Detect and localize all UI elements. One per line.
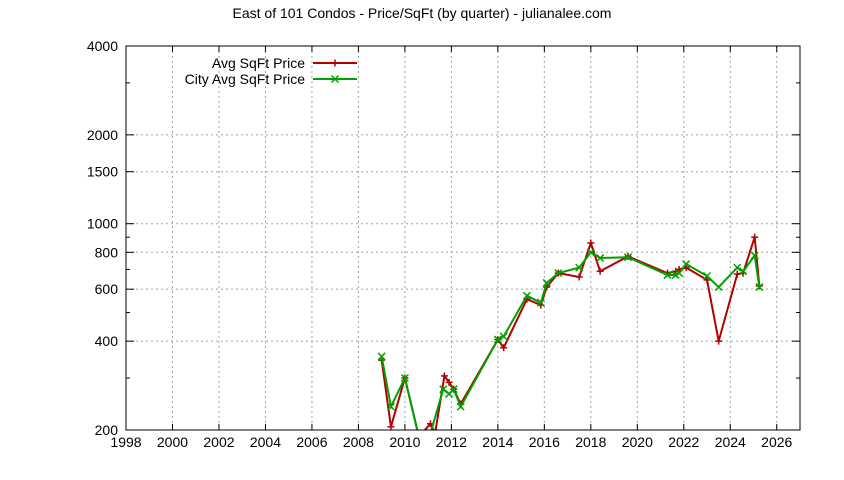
avg-sqft-price-point [587,239,595,247]
city-avg-sqft-price-point [499,332,508,341]
x-tick-label: 2000 [157,434,188,450]
avg-sqft-price-point [751,233,759,241]
city-avg-sqft-price-point [623,253,633,262]
city-avg-sqft-price-point [755,283,764,292]
x-tick-label: 2022 [668,434,699,450]
y-tick-label: 800 [95,244,119,260]
city-avg-sqft-price-point [554,269,563,278]
y-tick-label: 600 [95,281,119,297]
legend-label-avg-sqft-price: Avg SqFt Price [212,55,305,71]
axes: 1998 2000 2002 2004 2006 2008 2010 2012 2014 2016… [87,38,800,450]
legend-marker-avg-sqft-price [331,59,339,67]
city-avg-sqft-price-point [663,271,672,280]
x-tick-label: 2006 [296,434,327,450]
city-avg-sqft-price-point [675,269,684,278]
x-tick-label: 2018 [575,434,606,450]
city-avg-sqft-price-point [456,402,465,411]
city-avg-sqft-price-line [380,250,761,430]
avg-sqft-price-point [715,337,723,345]
avg-sqft-price-point [703,276,711,284]
city-avg-sqft-price-point [449,385,458,394]
city-avg-sqft-price-point [377,352,386,361]
city-avg-sqft-price-point [733,263,742,272]
city-avg-sqft-price-point [714,283,723,292]
city-avg-sqft-price-point [426,429,435,430]
city-avg-sqft-price-point [542,278,551,287]
x-tick-label: 2014 [482,434,513,450]
y-tick-label: 4000 [87,38,118,54]
city-avg-sqft-price-point [439,385,448,394]
city-avg-sqft-price-point [493,335,502,344]
city-avg-sqft-price-point [575,263,584,272]
y-tick-label: 1000 [87,216,118,232]
city-avg-sqft-price-point [682,260,691,269]
legend-marker-city-avg-sqft-price [330,74,340,84]
city-avg-sqft-price-point [703,271,712,281]
y-tick-label: 2000 [87,127,118,143]
city-avg-sqft-price-point [536,298,545,307]
x-tick-label: 2012 [436,434,467,450]
x-tick-label: 2010 [389,434,420,450]
avg-sqft-price-point [596,267,604,275]
x-tick-label: 2008 [343,434,374,450]
x-tick-label: 2016 [529,434,560,450]
x-tick-label: 1998 [110,434,141,450]
city-avg-sqft-price-point [522,291,531,300]
city-avg-sqft-price-point [596,254,605,263]
y-tick-label: 400 [95,333,119,349]
plot-frame [125,45,801,431]
x-tick-label: 2002 [203,434,234,450]
avg-sqft-price-point [500,344,508,352]
city-avg-sqft-price-point [739,267,748,276]
y-tick-label: 200 [95,422,119,438]
x-tick-label: 2004 [250,434,281,450]
city-avg-sqft-price-point [750,251,759,260]
avg-sqft-price-point [387,423,395,430]
y-tick-label: 1500 [87,164,118,180]
avg-sqft-price-point [575,273,583,281]
x-tick-label: 2026 [761,434,792,450]
chart-title: East of 101 Condos - Price/SqFt (by quar… [233,5,612,21]
x-tick-label: 2020 [622,434,653,450]
city-avg-sqft-price-point [586,248,595,257]
city-avg-sqft-price-point [386,402,395,411]
grid-lines [126,46,800,430]
city-avg-sqft-price-point [400,373,409,383]
avg-sqft-price-point [445,378,453,386]
legend-label-city-avg-sqft-price: City Avg SqFt Price [185,71,306,87]
avg-sqft-price-line [380,236,761,430]
x-tick-label: 2024 [715,434,746,450]
plot-area [377,233,764,430]
avg-sqft-price-point [440,372,448,380]
